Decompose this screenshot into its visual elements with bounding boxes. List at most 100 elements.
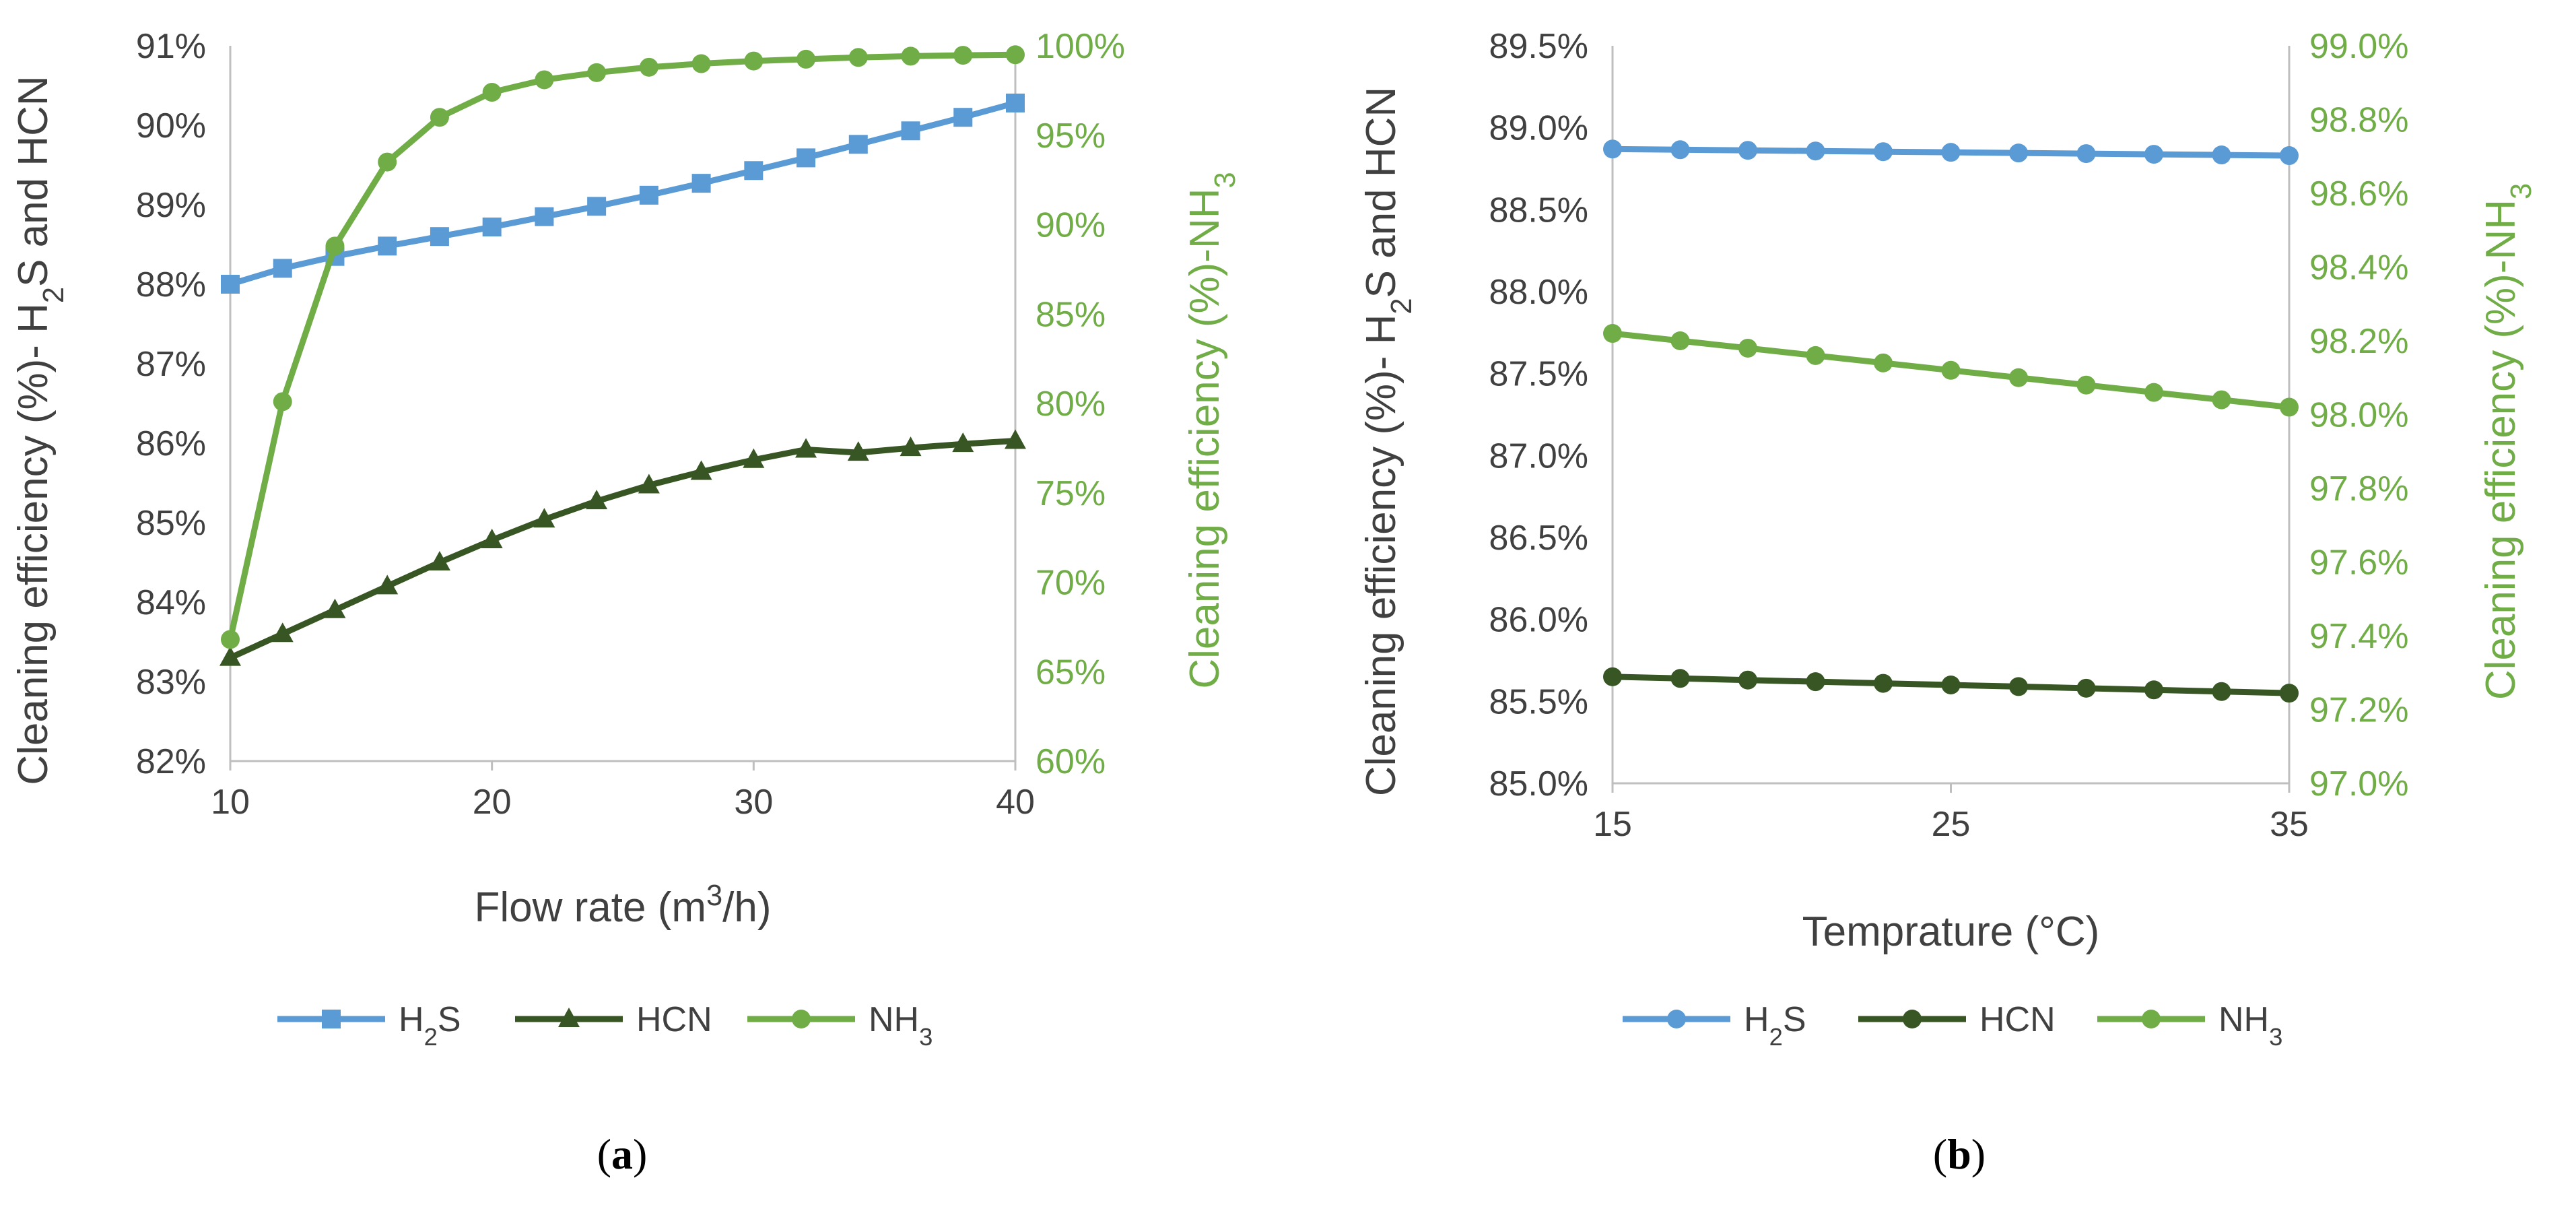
y-left-tick-label: 89% (136, 186, 206, 225)
panel-caption: (a) (597, 1130, 648, 1178)
point-nh3 (1670, 331, 1690, 350)
point-nh3 (1874, 353, 1893, 372)
point-h2s (273, 259, 292, 278)
point-nh3 (2280, 397, 2299, 417)
x-tick-label: 10 (211, 783, 250, 822)
legend-entry-h2s: H2S (277, 1000, 461, 1051)
point-hcn (1738, 670, 1757, 690)
point-hcn (900, 436, 922, 457)
point-hcn (795, 438, 817, 458)
point-hcn (1874, 674, 1893, 693)
legend-entry-hcn: HCN (1858, 1000, 2056, 1039)
point-h2s (1941, 143, 1961, 162)
point-h2s (2144, 145, 2163, 164)
point-h2s (482, 218, 502, 237)
point-h2s (901, 121, 920, 141)
point-h2s (221, 275, 240, 294)
point-hcn (219, 646, 241, 666)
legend-label: HCN (636, 1000, 712, 1039)
point-hcn (271, 622, 294, 643)
point-hcn (586, 490, 608, 510)
point-nh3 (273, 392, 292, 412)
legend-label: NH3 (2218, 1000, 2282, 1051)
y-right-tick-label: 90% (1036, 206, 1106, 245)
y-right-tick-label: 70% (1036, 564, 1106, 603)
point-h2s (2009, 143, 2028, 163)
point-h2s (2212, 145, 2231, 165)
y-left-tick-label: 88% (136, 265, 206, 304)
legend-label: NH3 (869, 1000, 933, 1051)
y-left-tick-label: 86.5% (1489, 519, 1588, 558)
y-right-tick-label: 75% (1036, 474, 1106, 513)
y-left-tick-label: 83% (136, 663, 206, 702)
y-right-tick-label: 65% (1036, 653, 1106, 692)
y-right-tick-label: 98.6% (2309, 174, 2408, 214)
point-hcn (847, 441, 869, 461)
y-left-tick-label: 91% (136, 27, 206, 66)
x-tick-label: 15 (1593, 805, 1632, 844)
legend-marker (792, 1010, 811, 1028)
legend-marker (558, 1008, 580, 1027)
y-right-tick-label: 99.0% (2309, 27, 2408, 66)
point-nh3 (744, 51, 764, 71)
point-hcn (1005, 429, 1026, 449)
y-left-axis-label: Cleaning efficiency (%)- H2S and HCN (1358, 87, 1418, 796)
x-tick-label: 40 (996, 783, 1035, 822)
point-nh3 (901, 46, 920, 66)
series-line-nh3 (227, 51, 1016, 641)
y-left-tick-label: 84% (136, 583, 206, 622)
point-nh3 (796, 49, 816, 69)
point-h2s (1806, 141, 1825, 161)
y-right-tick-label: 98.8% (2309, 101, 2408, 140)
point-h2s (535, 207, 554, 226)
point-h2s (2280, 146, 2299, 166)
point-hcn (690, 460, 712, 480)
y-left-tick-label: 89.0% (1489, 109, 1588, 148)
point-hcn (1941, 676, 1961, 694)
point-hcn (952, 432, 974, 453)
panel-caption: (b) (1933, 1130, 1986, 1178)
y-left-tick-label: 87.5% (1489, 355, 1588, 394)
series-line-h2s (229, 100, 1017, 288)
y-left-tick-label: 85% (136, 504, 206, 543)
point-hcn (481, 528, 503, 548)
y-right-tick-label: 97.2% (2309, 691, 2408, 730)
point-hcn (2144, 680, 2163, 700)
y-left-tick-label: 86% (136, 424, 206, 463)
point-hcn (324, 598, 346, 618)
point-h2s (1738, 141, 1757, 160)
point-nh3 (221, 630, 240, 649)
x-axis-label: Temprature (°C) (1802, 909, 2100, 955)
point-hcn (1670, 669, 1690, 688)
y-left-tick-label: 88.5% (1489, 191, 1588, 230)
y-right-tick-label: 98.2% (2309, 322, 2408, 361)
point-nh3 (848, 48, 868, 67)
y-left-tick-label: 89.5% (1489, 27, 1588, 66)
point-hcn (1603, 667, 1622, 686)
x-tick-label: 35 (2270, 805, 2309, 844)
point-hcn (2280, 684, 2299, 703)
y-left-tick-label: 90% (136, 106, 206, 145)
point-nh3 (2009, 368, 2028, 387)
point-nh3 (1941, 360, 1961, 380)
legend-entry-h2s: H2S (1623, 1000, 1806, 1051)
point-nh3 (2212, 390, 2231, 409)
point-h2s (639, 185, 658, 205)
point-h2s (1603, 139, 1622, 159)
y-left-tick-label: 85.5% (1489, 682, 1588, 721)
point-nh3 (2076, 375, 2096, 395)
series-line-hcn (229, 437, 1016, 661)
y-right-axis-label: Cleaning efficiency (%)-NH3 (1182, 172, 1242, 688)
point-nh3 (535, 70, 554, 90)
y-right-tick-label: 60% (1036, 742, 1106, 781)
y-right-tick-label: 98.0% (2309, 396, 2408, 435)
x-tick-label: 25 (1932, 805, 1971, 844)
point-hcn (2009, 677, 2028, 696)
point-hcn (428, 551, 450, 570)
point-h2s (587, 197, 607, 216)
point-h2s (1874, 142, 1893, 162)
y-right-tick-label: 97.6% (2309, 544, 2408, 583)
point-nh3 (2144, 383, 2163, 402)
legend-entry-nh3: NH3 (2097, 1000, 2282, 1051)
